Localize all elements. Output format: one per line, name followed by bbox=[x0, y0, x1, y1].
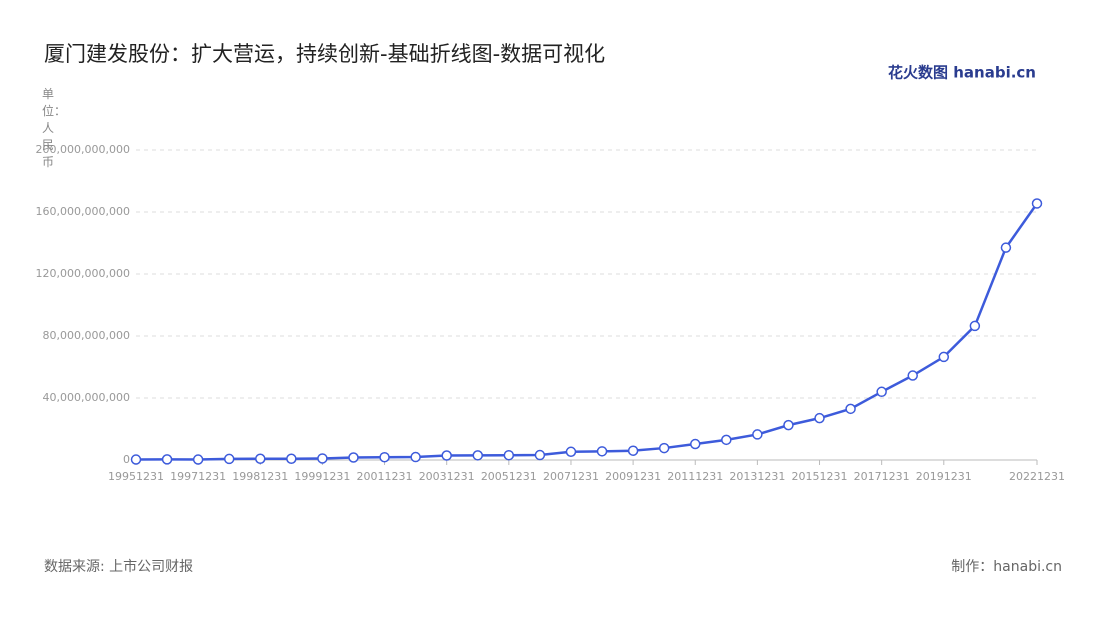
source: 数据来源: 上市公司财报 bbox=[44, 558, 193, 575]
point bbox=[348, 452, 359, 463]
point bbox=[814, 412, 825, 424]
x-tick-label: 20111231 bbox=[667, 470, 723, 483]
y-tick-label: 120,000,000,000 bbox=[36, 267, 130, 280]
y-tick-label: 160,000,000,000 bbox=[36, 205, 130, 218]
point bbox=[565, 446, 577, 458]
line bbox=[135, 202, 1039, 461]
point bbox=[969, 320, 981, 332]
point bbox=[1031, 198, 1043, 209]
x-tick-label: 20151231 bbox=[792, 470, 848, 483]
point bbox=[317, 453, 328, 464]
x-tick-label: 20191231 bbox=[916, 470, 972, 483]
x-tick-label: 19951231 bbox=[108, 470, 164, 483]
x-tick-label: 20011231 bbox=[357, 470, 413, 483]
point bbox=[379, 451, 390, 463]
point bbox=[286, 453, 297, 465]
point bbox=[161, 454, 173, 465]
point bbox=[876, 386, 887, 398]
point bbox=[1000, 242, 1012, 253]
point bbox=[223, 453, 235, 465]
point bbox=[503, 449, 515, 461]
point bbox=[192, 454, 204, 465]
point bbox=[534, 449, 546, 461]
point bbox=[689, 438, 701, 450]
point bbox=[845, 403, 856, 415]
y-tick-label: 80,000,000,000 bbox=[43, 329, 130, 342]
point bbox=[907, 370, 918, 381]
x-tick-label: 20071231 bbox=[543, 470, 599, 483]
point bbox=[410, 451, 421, 463]
point bbox=[130, 454, 142, 465]
y-tick-label: 200,000,000,000 bbox=[36, 143, 130, 156]
chart-title: 厦门建发股份：扩大营运，持续创新-基础折线图-数据可视化 bbox=[44, 42, 605, 66]
point bbox=[938, 351, 950, 363]
credit: 制作：hanabi.cn bbox=[951, 559, 1062, 575]
x-tick-label: 20171231 bbox=[854, 470, 910, 483]
point bbox=[658, 442, 670, 454]
point bbox=[441, 450, 452, 461]
point bbox=[596, 446, 608, 457]
x-tick-label: 20221231 bbox=[1009, 470, 1065, 483]
point bbox=[783, 419, 794, 431]
point bbox=[627, 445, 639, 456]
y-tick-label: 0 bbox=[123, 453, 130, 466]
x-tick-label: 20051231 bbox=[481, 470, 537, 483]
y-axis-label: 单位：人民币 bbox=[42, 87, 67, 169]
x-tick-label: 20031231 bbox=[419, 470, 475, 483]
x-tick-label: 19981231 bbox=[232, 470, 288, 483]
point bbox=[255, 453, 266, 465]
x-tick-label: 19971231 bbox=[170, 470, 226, 483]
y-tick-label: 40,000,000,000 bbox=[43, 391, 130, 404]
x-tick-label: 19991231 bbox=[294, 470, 350, 483]
point bbox=[472, 450, 484, 461]
point bbox=[752, 429, 763, 440]
x-tick-label: 20091231 bbox=[605, 470, 661, 483]
x-tick-label: 20131231 bbox=[729, 470, 785, 483]
logo: 花火数图 hanabi.cn bbox=[888, 64, 1036, 82]
point bbox=[721, 434, 732, 446]
